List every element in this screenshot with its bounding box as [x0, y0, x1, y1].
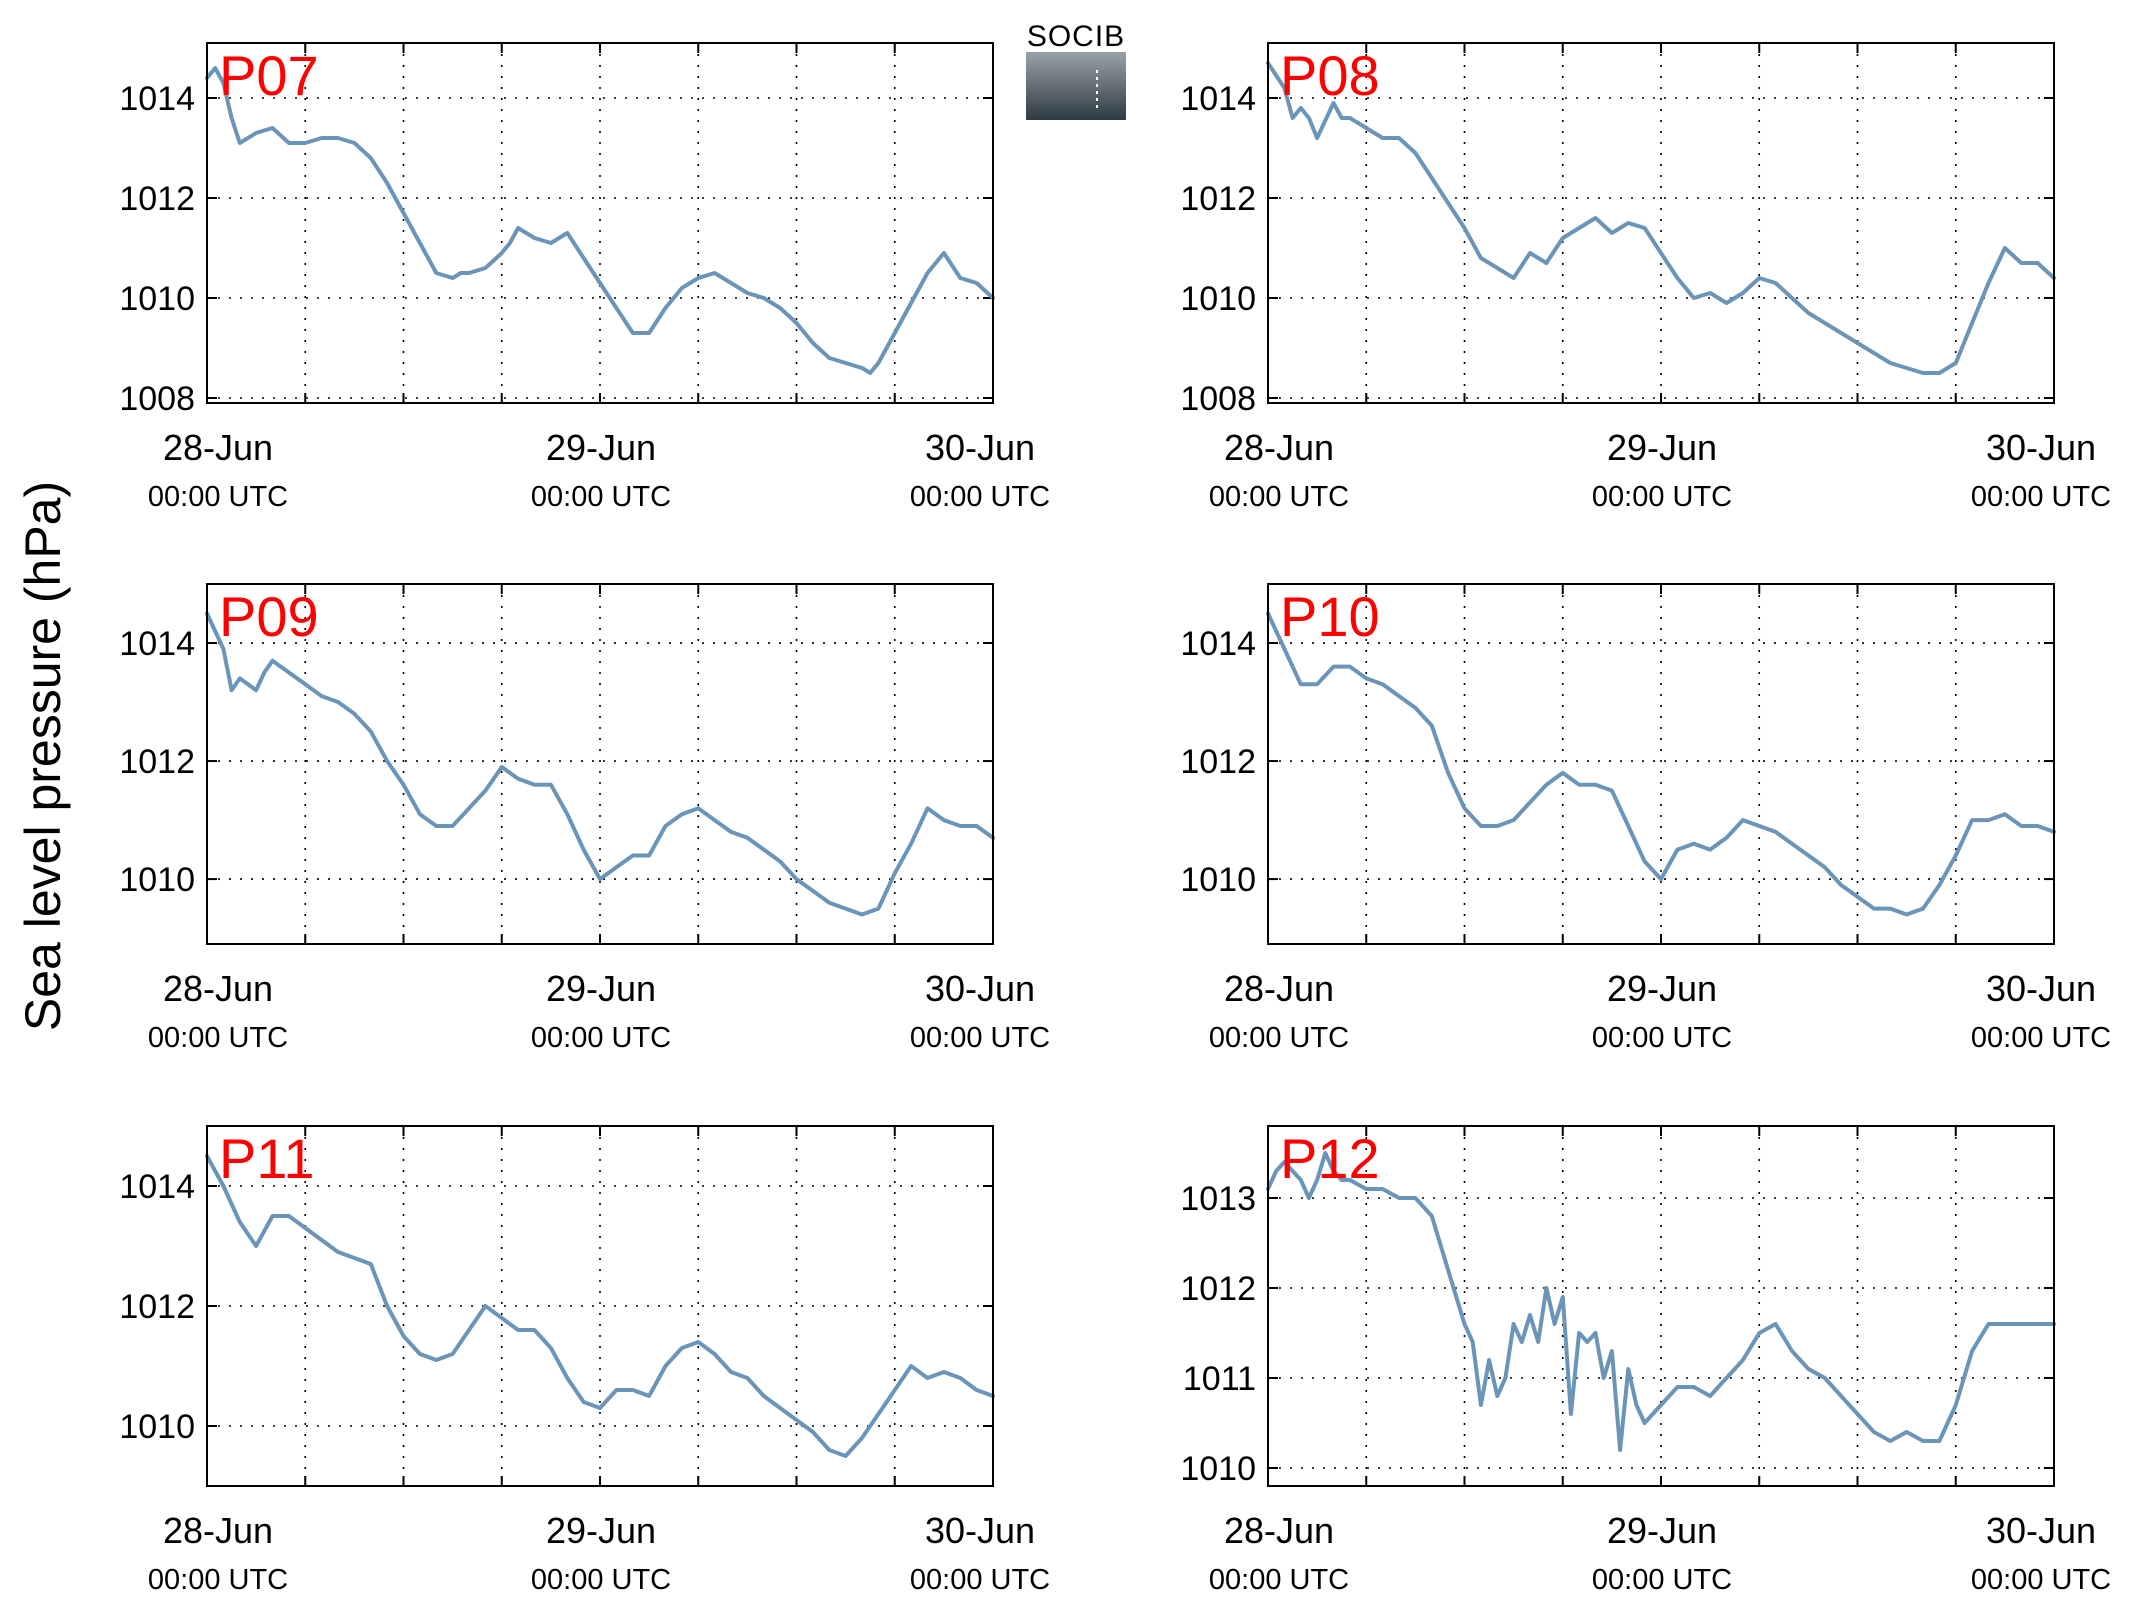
x-tick-label-date: 30-Jun: [1986, 968, 2096, 1009]
chart-panel-p07: 1008 1010 1012 1014 P07 28-Jun 00:00 UTC 29-Jun…: [119, 42, 1050, 513]
x-tick-label-time: 00:00 UTC: [148, 1022, 288, 1054]
y-tick-label: 1014: [1180, 80, 1256, 118]
y-tick-label: 1008: [119, 380, 195, 418]
chart-panel-p09: 1010 1012 1014 P09 28-Jun 00:00 UTC 29-Jun 00:0…: [119, 583, 1050, 1054]
x-tick-label-time: 00:00 UTC: [1971, 1022, 2111, 1054]
x-tick-label-date: 30-Jun: [925, 427, 1035, 468]
y-tick-label: 1010: [1180, 861, 1256, 899]
socib-logo-text: SOCIB: [1027, 20, 1125, 53]
y-tick-label: 1011: [1183, 1360, 1256, 1398]
series-line-p09: [205, 611, 995, 917]
chart-panel-p08: 1008 1010 1012 1014 P08 28-Jun 00:00 UTC 29-Jun…: [1180, 42, 2111, 513]
x-tick-label-date: 29-Jun: [546, 427, 656, 468]
axes-frame: [1267, 583, 2055, 945]
axes-frame: [206, 583, 994, 945]
station-label: P09: [219, 585, 319, 648]
y-tick-label: 1012: [1180, 180, 1256, 218]
x-tick-label-date: 28-Jun: [1224, 427, 1334, 468]
y-tick-label: 1014: [119, 625, 195, 663]
x-tick-label-time: 00:00 UTC: [531, 1022, 671, 1054]
x-tick-label-time: 00:00 UTC: [910, 1564, 1050, 1596]
x-tick-label-time: 00:00 UTC: [148, 481, 288, 513]
y-tick-label: 1013: [1180, 1180, 1256, 1218]
y-axis-label: Sea level pressure (hPa): [15, 481, 71, 1031]
x-tick-label-time: 00:00 UTC: [1592, 1022, 1732, 1054]
x-tick-label-time: 00:00 UTC: [1592, 1564, 1732, 1596]
x-tick-label-time: 00:00 UTC: [1971, 1564, 2111, 1596]
y-tick-label: 1010: [119, 861, 195, 899]
series-line-p07: [205, 66, 995, 375]
x-tick-label-time: 00:00 UTC: [1592, 481, 1732, 513]
x-tick-label-date: 29-Jun: [1607, 1510, 1717, 1551]
y-tick-label: 1010: [1180, 1450, 1256, 1488]
chart-panel-p10: 1010 1012 1014 P10 28-Jun 00:00 UTC 29-Jun 00:0…: [1180, 583, 2111, 1054]
station-label: P12: [1280, 1127, 1380, 1190]
y-tick-label: 1014: [119, 80, 195, 118]
y-tick-label: 1012: [119, 1288, 195, 1326]
x-tick-label-time: 00:00 UTC: [910, 1022, 1050, 1054]
y-tick-label: 1012: [119, 743, 195, 781]
x-tick-label-date: 28-Jun: [163, 1510, 273, 1551]
x-tick-label-date: 29-Jun: [546, 968, 656, 1009]
x-tick-label-time: 00:00 UTC: [1971, 481, 2111, 513]
series-line-p10: [1266, 611, 2056, 917]
x-tick-label-date: 29-Jun: [1607, 968, 1717, 1009]
y-tick-label: 1012: [1180, 1270, 1256, 1308]
chart-panel-p12: 1010 1011 1012 1013 P12 28-Jun 00:00 UTC 29-Jun…: [1180, 1125, 2111, 1596]
axes-frame: [1267, 42, 2055, 404]
socib-logo-band: [1026, 52, 1126, 120]
axes-frame: [206, 42, 994, 404]
y-tick-label: 1014: [119, 1168, 195, 1206]
station-label: P10: [1280, 585, 1380, 648]
x-tick-label-date: 30-Jun: [925, 1510, 1035, 1551]
x-tick-label-date: 29-Jun: [1607, 427, 1717, 468]
y-tick-label: 1012: [1180, 743, 1256, 781]
series-line-p12: [1266, 1151, 2056, 1452]
y-tick-label: 1010: [119, 280, 195, 318]
x-tick-label-time: 00:00 UTC: [1209, 1022, 1349, 1054]
x-tick-label-time: 00:00 UTC: [1209, 1564, 1349, 1596]
panels-container: 1008 1010 1012 1014 P07 28-Jun 00:00 UTC 29-Jun…: [119, 42, 2111, 1596]
station-label: P07: [219, 44, 319, 107]
x-tick-label-date: 30-Jun: [925, 968, 1035, 1009]
series-line-p11: [205, 1154, 995, 1458]
station-label: P11: [219, 1127, 314, 1190]
x-tick-label-time: 00:00 UTC: [910, 481, 1050, 513]
x-tick-label-time: 00:00 UTC: [148, 1564, 288, 1596]
axes-frame: [206, 1125, 994, 1487]
x-tick-label-date: 28-Jun: [1224, 1510, 1334, 1551]
x-tick-label-time: 00:00 UTC: [531, 481, 671, 513]
socib-logo: SOCIB: [1026, 20, 1126, 120]
y-tick-label: 1008: [1180, 380, 1256, 418]
x-tick-label-time: 00:00 UTC: [531, 1564, 671, 1596]
x-tick-label-date: 28-Jun: [1224, 968, 1334, 1009]
x-tick-label-date: 30-Jun: [1986, 427, 2096, 468]
chart-panel-p11: 1010 1012 1014 P11 28-Jun 00:00 UTC 29-Jun 00:0…: [119, 1125, 1050, 1596]
y-tick-label: 1010: [1180, 280, 1256, 318]
series-line-p08: [1266, 61, 2056, 375]
y-tick-label: 1012: [119, 180, 195, 218]
x-tick-label-time: 00:00 UTC: [1209, 481, 1349, 513]
y-tick-label: 1014: [1180, 625, 1256, 663]
station-label: P08: [1280, 44, 1380, 107]
x-tick-label-date: 29-Jun: [546, 1510, 656, 1551]
x-tick-label-date: 28-Jun: [163, 968, 273, 1009]
x-tick-label-date: 30-Jun: [1986, 1510, 2096, 1551]
y-tick-label: 1010: [119, 1408, 195, 1446]
axes-frame: [1267, 1125, 2055, 1487]
x-tick-label-date: 28-Jun: [163, 427, 273, 468]
